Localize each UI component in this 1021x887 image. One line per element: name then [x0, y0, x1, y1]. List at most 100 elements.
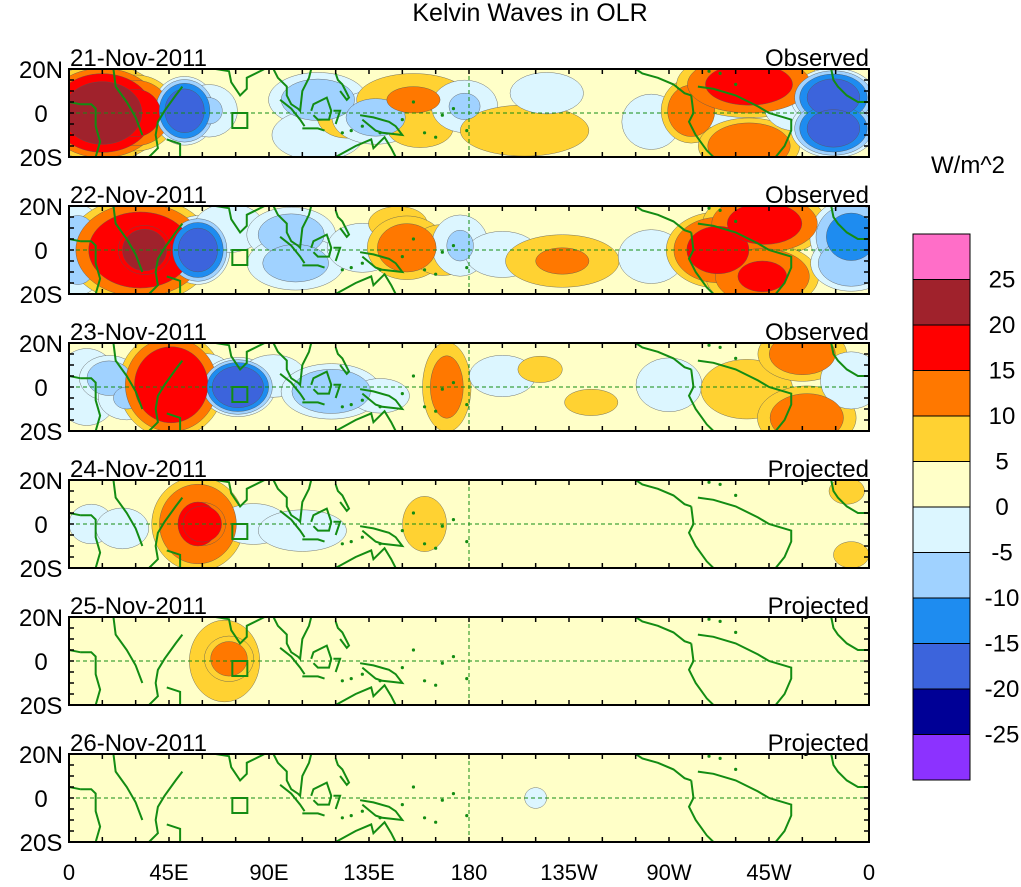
island-marker: [734, 356, 738, 360]
map-panel: 20N 0 20S 24-Nov-2011 Projected: [19, 456, 870, 583]
coastline: [148, 222, 184, 294]
coastline: [333, 657, 342, 673]
coastline: [333, 109, 342, 125]
anomaly-contour: [258, 509, 347, 552]
coastline: [335, 135, 397, 157]
x-axis: 0 45E 90E 135E 180 135W 90W 45W 0: [63, 860, 875, 885]
coastline: [272, 754, 313, 798]
island-marker: [718, 482, 722, 486]
colorbar-tick-label: 20: [989, 312, 1016, 339]
x-tick-label: 90E: [249, 860, 288, 885]
coastline: [335, 546, 397, 568]
coastline: [302, 675, 325, 680]
y-tick-label: 0: [34, 375, 47, 402]
island-marker: [434, 272, 438, 276]
coastline: [80, 377, 102, 431]
coastline: [334, 758, 351, 787]
island-marker: [707, 754, 711, 758]
y-tick-label: 20N: [19, 468, 63, 495]
anomaly-contour: [291, 369, 371, 414]
region-box: [231, 112, 249, 129]
island-marker: [400, 529, 404, 533]
y-tick-label: 20S: [20, 830, 63, 857]
coastline: [830, 480, 869, 514]
chart-title: Kelvin Waves in OLR: [412, 0, 647, 27]
colorbar-tick-label: -25: [985, 722, 1020, 749]
island-marker: [378, 131, 382, 135]
anomaly-contour: [134, 346, 209, 424]
colorbar: 25 20 15 10 5 0 -5 -10 -15 -20 -25: [912, 233, 1020, 781]
anomaly-contour: [707, 122, 791, 157]
panel-date-label: 26-Nov-2011: [70, 730, 207, 757]
island-marker: [360, 261, 364, 265]
coastline: [830, 754, 869, 788]
anomaly-contour: [826, 212, 869, 261]
island-marker: [451, 655, 456, 659]
coastline: [334, 210, 351, 239]
colorbar-swatch: [912, 370, 971, 417]
x-tick-label: 135W: [540, 860, 598, 885]
island-marker: [718, 208, 722, 212]
island-marker: [465, 266, 469, 270]
island-marker: [440, 113, 444, 117]
island-marker: [349, 403, 353, 407]
island-marker: [411, 648, 416, 652]
coastline: [310, 507, 333, 532]
panel-type-label: Observed: [765, 319, 869, 346]
y-tick-label: 20S: [20, 556, 63, 583]
island-marker: [378, 679, 382, 683]
x-tick-label: 0: [63, 860, 75, 885]
colorbar-tick-label: -15: [985, 631, 1020, 658]
coastline: [166, 549, 182, 568]
x-tick-label: 180: [451, 860, 488, 885]
panel-date-label: 22-Nov-2011: [70, 182, 207, 209]
y-tick-label: 0: [34, 512, 47, 539]
coastline: [148, 770, 184, 842]
island-marker: [734, 82, 738, 86]
coastline: [272, 69, 313, 113]
coastline: [687, 369, 715, 431]
colorbar-tick-label: 25: [989, 267, 1016, 294]
coastline: [333, 794, 342, 810]
map-panel: 20N 0 20S 26-Nov-2011 Projected: [19, 730, 870, 857]
island-marker: [360, 124, 364, 128]
island-marker: [465, 677, 469, 681]
coastline: [830, 343, 869, 377]
island-marker: [434, 820, 438, 824]
coastline: [687, 780, 715, 842]
island-marker: [718, 345, 722, 349]
coastline: [310, 233, 333, 258]
colorbar-tick-label: 10: [989, 403, 1016, 430]
island-marker: [340, 405, 344, 409]
panels: 20N 0 20S 21-Nov-2011 Observed 20N 0 20S 22-Nov-…: [19, 45, 870, 857]
y-tick-label: 20S: [20, 145, 63, 172]
coastline: [166, 138, 182, 157]
colorbar-tick-label: -10: [985, 585, 1020, 612]
colorbar-swatch: [912, 688, 971, 735]
coastline: [166, 412, 182, 431]
anomaly-contour: [448, 93, 481, 120]
coastline: [334, 621, 351, 650]
colorbar-units-label: W/m^2: [931, 152, 1005, 179]
map-panel: 20N 0 20S 21-Nov-2011 Observed: [19, 45, 870, 172]
map-panel: 20N 0 20S 22-Nov-2011 Observed: [19, 182, 870, 309]
region-box: [231, 386, 249, 403]
coastline: [635, 754, 692, 782]
colorbar-swatch: [912, 279, 971, 326]
y-tick-label: 20N: [19, 742, 63, 769]
anomaly-contour: [806, 109, 860, 148]
island-marker: [360, 398, 364, 402]
island-marker: [707, 343, 711, 347]
coastline: [302, 264, 325, 269]
island-marker: [718, 71, 722, 75]
island-marker: [422, 679, 427, 683]
colorbar-swatch: [912, 506, 971, 553]
anomaly-contour: [769, 393, 844, 431]
island-marker: [340, 679, 344, 683]
island-marker: [734, 630, 738, 635]
island-marker: [340, 816, 344, 820]
coastline: [335, 409, 397, 431]
island-marker: [451, 792, 456, 796]
island-marker: [707, 617, 711, 621]
coastline: [272, 206, 313, 250]
